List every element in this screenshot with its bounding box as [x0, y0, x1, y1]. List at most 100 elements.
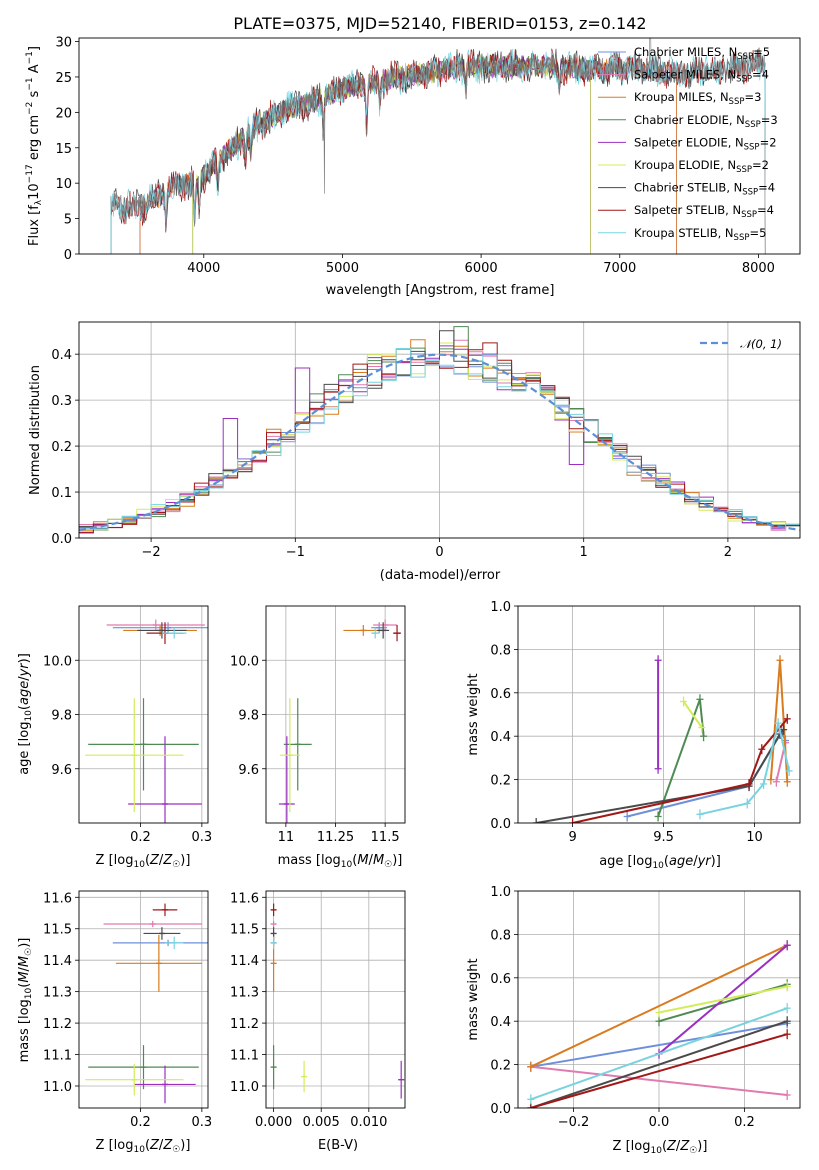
- y-tick-label: 11.4: [43, 954, 72, 969]
- weight-vs-Z-ylabel: mass weight: [466, 958, 481, 1040]
- residuals-xlabel: (data-model)/error: [380, 568, 501, 583]
- spectrum-line-chabrier-elodie: [192, 55, 591, 254]
- y-tick-label: 11.1: [230, 1049, 259, 1064]
- figure-title: PLATE=0375, MJD=52140, FIBERID=0153, z=0…: [233, 14, 646, 33]
- weight-line-kroupa-stelib: [699, 722, 791, 816]
- age-vs-Z-xlabel: Z [log10(Z/Z☉)]: [96, 853, 191, 870]
- legend-label: Chabrier ELODIE, NSSP=3: [634, 113, 778, 130]
- axes-frame: [265, 605, 406, 824]
- weight-line-kroupa-elodie: [658, 985, 788, 1014]
- x-tick-label: 2: [724, 545, 732, 560]
- panel-weight-vs-age: 9 9.5 10 0.0 0.2 0.4 0.6 0.8 1.0 age [log10(age/y…: [466, 600, 801, 871]
- y-tick-label: 9.6: [51, 763, 72, 778]
- plot-area-age-vs-Z: [79, 606, 208, 823]
- y-tick-label: 10.0: [43, 654, 72, 669]
- x-tick-label: 0.2: [734, 1115, 755, 1130]
- x-tick-label: 0.2: [130, 830, 151, 845]
- y-tick-label: 11.0: [230, 1080, 259, 1095]
- x-tick-label: 5000: [326, 261, 359, 276]
- y-tick-label: 11.2: [230, 1017, 259, 1032]
- axes-frame: [78, 890, 209, 1109]
- panel-age-vs-Z: 0.2 0.3 9.6 9.8 10.0 Z [log10(Z/Z☉)] age [log1…: [17, 605, 213, 870]
- x-tick-label: 10: [746, 830, 763, 845]
- y-tick-label: 11.0: [43, 1080, 72, 1095]
- y-tick-label: 10.0: [230, 654, 259, 669]
- y-tick-label: 11.4: [230, 954, 259, 969]
- weight-line-chabrier-stelib: [536, 729, 785, 823]
- y-tick-label: 0.4: [490, 1015, 511, 1030]
- panel-residuals: −2 −1 0 1 2 0.0 0.1 0.2 0.3 0.4 (data-model)/error…: [28, 321, 801, 583]
- y-tick-label: 0.6: [490, 972, 511, 987]
- weight-vs-Z-xlabel: Z [log10(Z/Z☉)]: [613, 1139, 708, 1156]
- y-tick-label: 0.0: [490, 1102, 511, 1117]
- y-tick-label: 0.4: [51, 348, 72, 363]
- mass-vs-Z-ylabel: mass [log10(M/M☉)]: [17, 938, 34, 1063]
- y-tick-label: 20: [55, 106, 72, 121]
- x-tick-label: 8000: [742, 261, 775, 276]
- weight-line-chabrier-stelib: [530, 1020, 788, 1108]
- spectrum-xlabel: wavelength [Angstrom, rest frame]: [326, 283, 555, 298]
- x-tick-label: 11.25: [317, 830, 354, 845]
- y-tick-label: 0.2: [490, 1059, 511, 1074]
- axes-frame: [517, 890, 801, 1109]
- y-tick-label: 11.3: [43, 986, 72, 1001]
- y-tick-label: 0.0: [490, 817, 511, 832]
- spectrum-line-kroupa-elodie: [192, 54, 591, 254]
- axes-frame: [265, 890, 406, 1109]
- y-tick-label: 0.8: [490, 928, 511, 943]
- y-tick-label: 11.2: [43, 1017, 72, 1032]
- legend-label: Chabrier MILES, NSSP=5: [634, 45, 770, 62]
- plot-area-age-vs-mass: [266, 606, 405, 823]
- y-tick-label: 5: [64, 213, 72, 228]
- age-vs-mass-xlabel: mass [log10(M/M☉)]: [278, 853, 403, 870]
- panel-spectrum: 4000 5000 6000 7000 8000 0 5 10 15 20 25 30 waveleng…: [25, 36, 801, 298]
- x-tick-label: 7000: [603, 261, 636, 276]
- axes-frame: [78, 605, 209, 824]
- plot-area-weight-vs-Z: [518, 891, 800, 1108]
- y-tick-label: 0.1: [51, 486, 72, 501]
- legend-label: Salpeter MILES, NSSP=4: [634, 68, 769, 85]
- y-tick-label: 0.3: [51, 394, 72, 409]
- y-tick-label: 1.0: [490, 600, 511, 615]
- age-vs-Z-ylabel: age [log10(age/yr)]: [17, 653, 34, 775]
- plot-area-spectrum: [110, 38, 766, 254]
- weight-vs-age-ylabel: mass weight: [466, 673, 481, 755]
- x-tick-label: −2: [142, 545, 161, 560]
- x-tick-label: 1: [580, 545, 588, 560]
- x-tick-label: 9.5: [653, 830, 674, 845]
- y-tick-label: 11.5: [230, 923, 259, 938]
- weight-vs-age-xlabel: age [log10(age/yr)]: [599, 854, 721, 871]
- y-tick-label: 0.8: [490, 643, 511, 658]
- y-tick-label: 0.4: [490, 730, 511, 745]
- mass-vs-ebv-xlabel: E(B-V): [318, 1138, 358, 1153]
- legend-label: Kroupa MILES, NSSP=3: [634, 90, 761, 107]
- y-tick-label: 0.2: [490, 774, 511, 789]
- axes-frame: [517, 605, 801, 824]
- x-tick-label: 0.005: [303, 1115, 340, 1130]
- y-tick-label: 10: [55, 177, 72, 192]
- y-tick-label: 9.6: [238, 763, 259, 778]
- x-tick-label: 0.3: [192, 830, 213, 845]
- legend-label: Kroupa STELIB, NSSP=5: [634, 226, 766, 243]
- weight-line-kroupa-stelib: [530, 1007, 788, 1101]
- legend-label: Kroupa ELODIE, NSSP=2: [634, 158, 769, 175]
- histogram-chabrier-stelib: [79, 330, 800, 529]
- legend-label-gaussian: 𝒩(0, 1): [740, 337, 782, 351]
- y-tick-label: 30: [55, 36, 72, 51]
- y-tick-label: 15: [55, 142, 72, 157]
- x-tick-label: 0: [435, 545, 443, 560]
- panel-mass-vs-Z: 0.2 0.3 11.0 11.1 11.2 11.3 11.4 11.5 11.6 Z [log…: [17, 890, 212, 1155]
- plot-area-mass-vs-Z: [79, 891, 208, 1108]
- x-tick-label: 0.010: [350, 1115, 387, 1130]
- panel-age-vs-mass: 11 11.25 11.5 9.6 9.8 10.0 mass [log10(M/M☉)]: [230, 605, 406, 870]
- weight-line-kroupa-miles: [530, 944, 788, 1068]
- y-tick-label: 11.1: [43, 1049, 72, 1064]
- weight-line-chabrier-miles: [530, 1022, 788, 1068]
- plot-area-residuals: [79, 322, 800, 538]
- mass-vs-Z-xlabel: Z [log10(Z/Z☉)]: [96, 1138, 191, 1155]
- x-tick-label: 9: [568, 830, 576, 845]
- y-tick-label: 11.5: [43, 923, 72, 938]
- spectrum-line-kroupa-stelib: [110, 48, 766, 254]
- plot-area-mass-vs-ebv: [266, 891, 405, 1108]
